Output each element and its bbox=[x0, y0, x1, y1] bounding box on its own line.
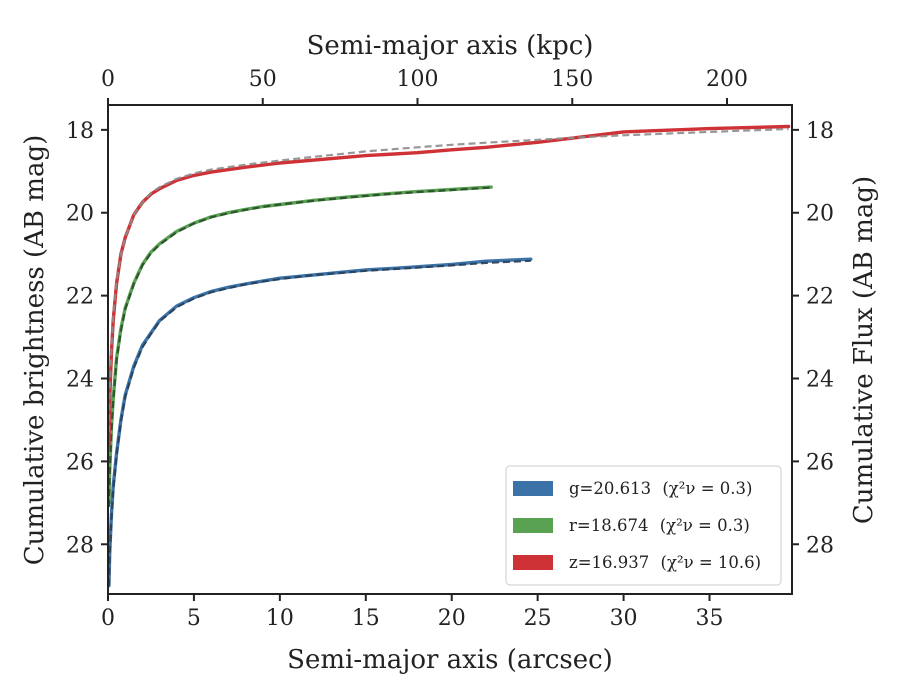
x-tick-label: 35 bbox=[696, 606, 724, 631]
y2-tick-label: 26 bbox=[806, 450, 834, 475]
legend-swatch-r bbox=[513, 518, 553, 533]
x-tick-label: 20 bbox=[438, 606, 466, 631]
x2-tick-label: 200 bbox=[706, 67, 748, 92]
y-tick-label: 24 bbox=[66, 368, 94, 393]
legend-label-r: r=18.674 (χ²ν = 0.3) bbox=[569, 516, 750, 535]
x-tick-label: 10 bbox=[266, 606, 294, 631]
right-y-axis-title: Cumulative Flux (AB mag) bbox=[849, 176, 879, 524]
y2-tick-label: 18 bbox=[806, 119, 834, 144]
x-tick-label: 30 bbox=[610, 606, 638, 631]
x2-tick-label: 50 bbox=[249, 67, 277, 92]
y-tick-label: 28 bbox=[66, 533, 94, 558]
legend-label-z: z=16.937 (χ²ν = 10.6) bbox=[569, 553, 761, 572]
series-layer bbox=[107, 124, 791, 588]
y2-tick-label: 24 bbox=[806, 368, 834, 393]
x-tick-label: 15 bbox=[352, 606, 380, 631]
x-axis-title: Semi-major axis (arcsec) bbox=[287, 645, 613, 675]
top-x-axis-title: Semi-major axis (kpc) bbox=[307, 31, 594, 61]
legend-chi-z: (χ²ν = 10.6) bbox=[661, 553, 762, 572]
legend-label-g: g=20.613 (χ²ν = 0.3) bbox=[569, 479, 752, 498]
fit-line-z bbox=[107, 127, 789, 433]
y2-tick-label: 22 bbox=[806, 285, 834, 310]
y-axis-title: Cumulative brightness (AB mag) bbox=[20, 135, 50, 566]
y2-tick-label: 20 bbox=[806, 202, 834, 227]
axes-layer: 0 5 10 15 20 25 30 35 0 50 100 150 200 18 18 20 20 22 22 24… bbox=[66, 67, 834, 631]
y-tick-label: 26 bbox=[66, 450, 94, 475]
legend-swatch-z bbox=[513, 555, 553, 570]
fit-line-r bbox=[107, 186, 492, 508]
legend-chi-r: (χ²ν = 0.3) bbox=[660, 516, 750, 535]
series-line-r bbox=[107, 185, 493, 505]
legend-name-g: g=20.613 bbox=[569, 479, 651, 498]
legend-box bbox=[505, 465, 782, 586]
y-tick-label: 22 bbox=[66, 285, 94, 310]
legend-swatch-g bbox=[513, 481, 553, 496]
legend-name-z: z=16.937 bbox=[569, 553, 649, 572]
x2-tick-label: 0 bbox=[101, 67, 115, 92]
legend-chi-g: (χ²ν = 0.3) bbox=[662, 479, 752, 498]
y-tick-label: 18 bbox=[66, 119, 94, 144]
series-line-g bbox=[107, 257, 533, 588]
x2-tick-label: 100 bbox=[397, 67, 439, 92]
y2-tick-label: 28 bbox=[806, 533, 834, 558]
y-tick-label: 20 bbox=[66, 202, 94, 227]
fit-line-g bbox=[107, 259, 531, 586]
legend-name-r: r=18.674 bbox=[569, 516, 648, 535]
legend: g=20.613 (χ²ν = 0.3) r=18.674 (χ²ν = 0.3… bbox=[505, 465, 782, 586]
x-tick-label: 5 bbox=[187, 606, 201, 631]
x2-tick-label: 150 bbox=[551, 67, 593, 92]
x-tick-label: 25 bbox=[524, 606, 552, 631]
series-line-z bbox=[107, 124, 791, 447]
x-tick-label: 0 bbox=[101, 606, 115, 631]
plot-frame bbox=[107, 104, 793, 595]
